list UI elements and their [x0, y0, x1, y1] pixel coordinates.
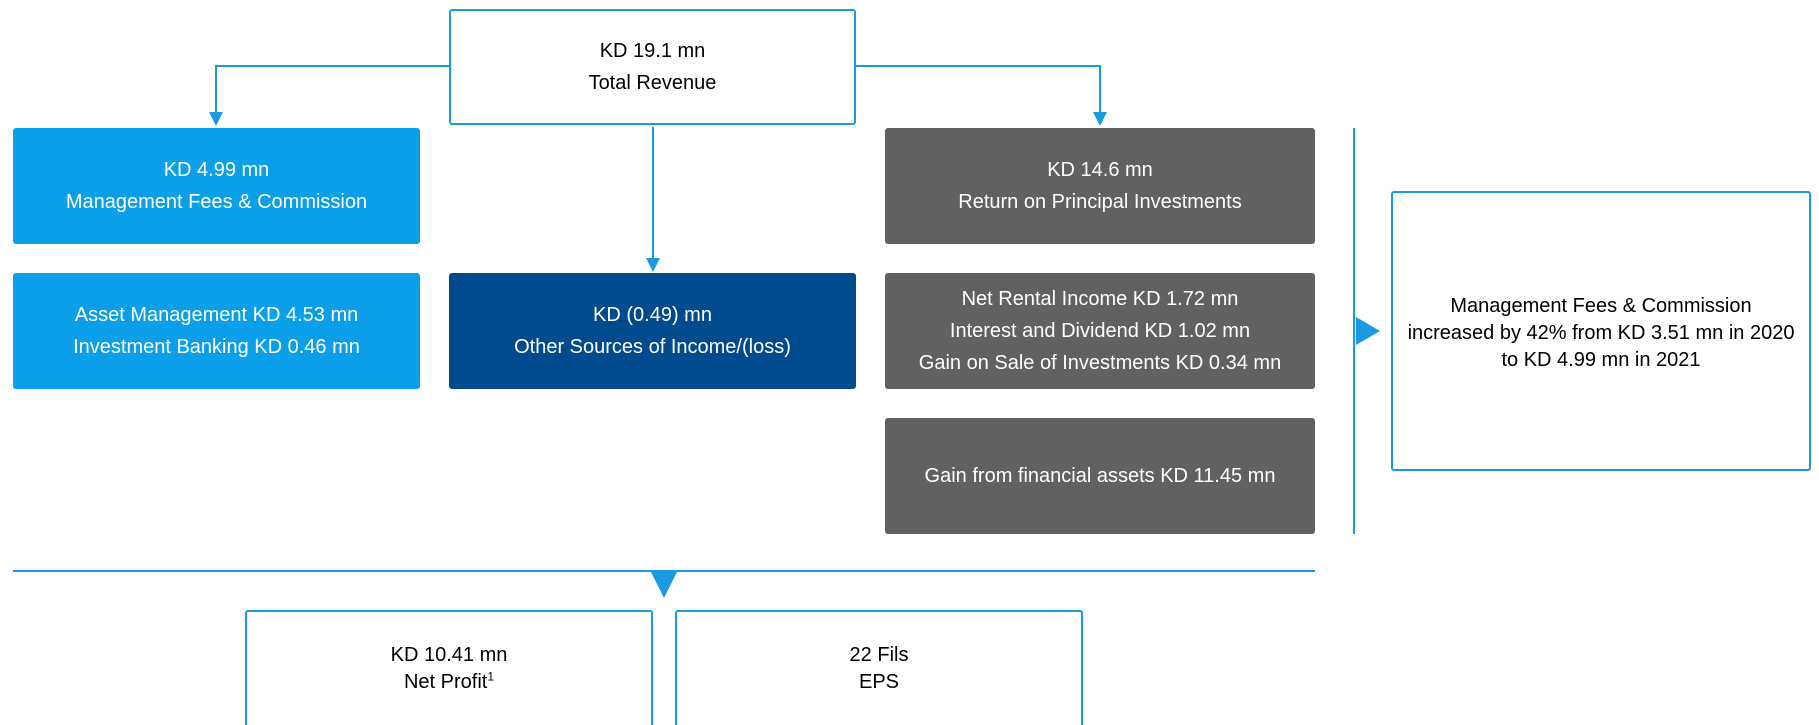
- principal-detail: Net Rental Income KD 1.72 mn Interest an…: [885, 273, 1315, 389]
- line: Gain on Sale of Investments KD 0.34 mn: [918, 352, 1282, 374]
- net-profit: KD 10.41 mn Net Profit1: [245, 610, 653, 725]
- line: Gain from financial assets KD 11.45 mn: [924, 465, 1276, 487]
- value: KD 4.99 mn: [163, 159, 270, 181]
- line: Asset Management KD 4.53 mn: [74, 304, 359, 326]
- label: Total Revenue: [588, 72, 717, 94]
- pointer: [1356, 317, 1380, 345]
- value: KD 19.1 mn: [599, 40, 706, 62]
- fees-detail: Asset Management KD 4.53 mn Investment B…: [13, 273, 420, 389]
- footnote: 1: [487, 669, 495, 684]
- financial-assets: Gain from financial assets KD 11.45 mn: [885, 418, 1315, 534]
- label: Net Profit: [403, 671, 488, 693]
- principal: KD 14.6 mn Return on Principal Investmen…: [885, 128, 1315, 244]
- label-row: Net Profit1: [404, 669, 494, 696]
- line: Management Fees & Commission: [1450, 295, 1752, 317]
- value: 22 Fils: [849, 644, 909, 666]
- note: Management Fees & Commission increased b…: [1391, 191, 1811, 471]
- arrowhead: [209, 112, 223, 126]
- line: Interest and Dividend KD 1.02 mn: [949, 320, 1251, 342]
- arrow-right: [856, 65, 1101, 114]
- arrow-left: [215, 65, 449, 114]
- label: Return on Principal Investments: [958, 191, 1242, 213]
- label: Management Fees & Commission: [65, 191, 368, 213]
- other-income: KD (0.49) mn Other Sources of Income/(lo…: [449, 273, 856, 389]
- label: EPS: [858, 671, 900, 693]
- arrowhead: [646, 258, 660, 272]
- line: Net Rental Income KD 1.72 mn: [961, 288, 1239, 310]
- line: to KD 4.99 mn in 2021: [1501, 349, 1701, 371]
- fees: KD 4.99 mn Management Fees & Commission: [13, 128, 420, 244]
- value: KD 10.41 mn: [390, 644, 508, 666]
- arrowhead: [1093, 112, 1107, 126]
- line: Investment Banking KD 0.46 mn: [73, 336, 360, 358]
- value: KD 14.6 mn: [1047, 159, 1153, 181]
- total-revenue: KD 19.1 mn Total Revenue: [449, 9, 856, 125]
- label: Other Sources of Income/(loss): [514, 336, 791, 358]
- value: KD (0.49) mn: [593, 304, 712, 326]
- pointer: [651, 572, 677, 598]
- eps: 22 Fils EPS: [675, 610, 1083, 725]
- line: increased by 42% from KD 3.51 mn in 2020: [1407, 322, 1795, 344]
